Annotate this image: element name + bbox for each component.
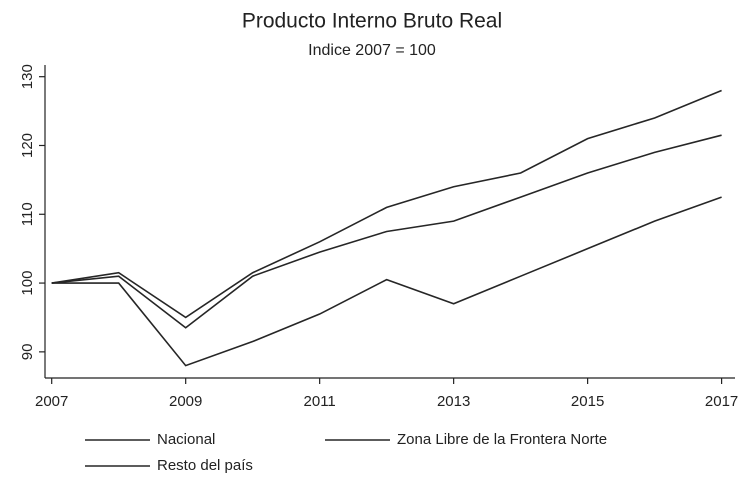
x-tick-label: 2017 <box>705 393 738 410</box>
legend-label: Nacional <box>157 431 215 448</box>
chart-subtitle: Indice 2007 = 100 <box>308 42 436 59</box>
y-tick-label: 130 <box>19 64 36 89</box>
x-tick-label: 2013 <box>437 393 470 410</box>
series-line <box>51 134 722 329</box>
x-tick-label: 2011 <box>304 393 336 410</box>
x-tick-label: 2009 <box>169 393 202 410</box>
legend-label: Resto del país <box>157 457 253 474</box>
y-tick-label: 100 <box>19 271 36 296</box>
x-tick-label: 2015 <box>571 393 604 410</box>
x-tick-label: 2007 <box>35 393 68 410</box>
y-tick-label: 120 <box>19 133 36 158</box>
y-tick-label: 110 <box>19 202 36 226</box>
chart-title: Producto Interno Bruto Real <box>242 10 502 33</box>
y-tick-label: 90 <box>19 344 36 361</box>
series-line <box>51 196 722 367</box>
series-line <box>51 89 722 319</box>
legend-label: Zona Libre de la Frontera Norte <box>397 431 607 448</box>
